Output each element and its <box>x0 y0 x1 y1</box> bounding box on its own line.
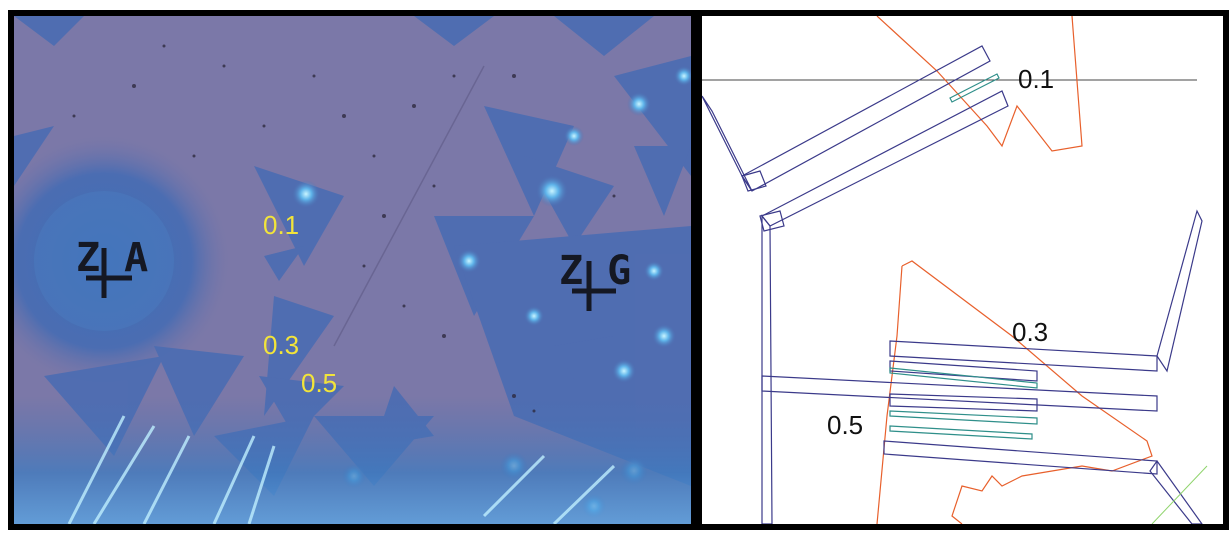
scratch-line <box>333 65 485 347</box>
label-0-1: 0.1 <box>1018 64 1054 94</box>
label-0-3: 0.3 <box>1012 317 1048 347</box>
micrograph-image: Z A Z G 0.1 0.3 0.5 <box>14 16 691 524</box>
svg-text:Z G: Z G <box>559 248 631 294</box>
channel-lower <box>889 367 1038 440</box>
annotation-0-5: 0.5 <box>301 368 337 398</box>
svg-text:Z A: Z A <box>76 235 148 281</box>
green-fragment <box>1151 465 1208 524</box>
electrodes-lower <box>761 209 1203 524</box>
layout-drawing-panel: 0.1 0.3 0.5 <box>697 10 1229 530</box>
alignment-marker-left: Z A <box>76 235 148 298</box>
flake-outline <box>876 16 1153 524</box>
dense-growth-region <box>14 396 691 524</box>
electrodes-upper <box>702 45 1009 524</box>
label-0-5: 0.5 <box>827 410 863 440</box>
annotation-0-3: 0.3 <box>263 330 299 360</box>
layout-drawing: 0.1 0.3 0.5 <box>702 16 1208 524</box>
micrograph-panel: Z A Z G 0.1 0.3 0.5 <box>8 10 697 530</box>
alignment-marker-right: Z G <box>559 248 631 311</box>
annotation-0-1: 0.1 <box>263 210 299 240</box>
channel-upper <box>949 73 1000 103</box>
debris-speckles <box>72 44 616 413</box>
dendritic-streaks <box>67 415 616 524</box>
